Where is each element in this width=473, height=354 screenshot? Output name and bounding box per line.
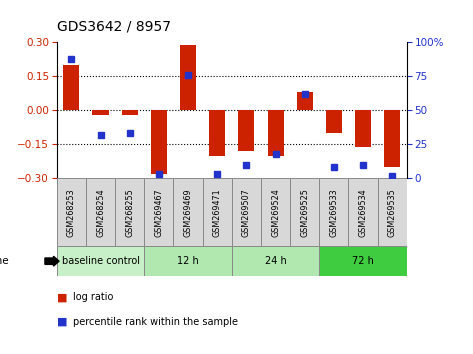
Bar <box>238 110 254 151</box>
Bar <box>180 45 196 110</box>
Text: GDS3642 / 8957: GDS3642 / 8957 <box>57 19 171 34</box>
Text: GSM269533: GSM269533 <box>329 188 338 236</box>
Bar <box>319 246 407 276</box>
Bar <box>115 178 144 246</box>
Text: GSM269467: GSM269467 <box>154 188 163 236</box>
Text: GSM269507: GSM269507 <box>242 188 251 237</box>
Bar <box>355 110 371 147</box>
Bar <box>209 110 225 156</box>
Text: percentile rank within the sample: percentile rank within the sample <box>73 317 238 327</box>
Text: GSM269469: GSM269469 <box>184 188 193 236</box>
Bar <box>261 178 290 246</box>
Text: GSM268254: GSM268254 <box>96 188 105 236</box>
Text: GSM268255: GSM268255 <box>125 188 134 237</box>
Bar <box>93 110 108 115</box>
Text: time: time <box>0 256 9 266</box>
Bar <box>326 110 342 133</box>
Bar <box>349 178 377 246</box>
Text: 24 h: 24 h <box>265 256 286 266</box>
Bar <box>319 178 349 246</box>
Text: baseline control: baseline control <box>61 256 140 266</box>
Bar <box>144 246 232 276</box>
Bar <box>232 178 261 246</box>
Text: GSM269535: GSM269535 <box>388 188 397 237</box>
Bar <box>290 178 319 246</box>
Text: log ratio: log ratio <box>73 292 114 302</box>
Text: 72 h: 72 h <box>352 256 374 266</box>
Text: 12 h: 12 h <box>177 256 199 266</box>
Bar <box>297 92 313 110</box>
Bar <box>144 178 174 246</box>
Text: GSM269525: GSM269525 <box>300 188 309 237</box>
Text: ■: ■ <box>57 292 67 302</box>
Bar <box>57 246 144 276</box>
Bar <box>384 110 400 167</box>
Bar <box>174 178 202 246</box>
Bar <box>202 178 232 246</box>
Bar <box>377 178 407 246</box>
Bar <box>63 65 79 110</box>
Bar <box>86 178 115 246</box>
Text: GSM269524: GSM269524 <box>271 188 280 237</box>
Bar <box>57 178 86 246</box>
Bar <box>232 246 319 276</box>
Bar <box>122 110 138 115</box>
Text: GSM269471: GSM269471 <box>213 188 222 236</box>
Bar <box>151 110 167 174</box>
Text: GSM269534: GSM269534 <box>359 188 368 236</box>
Text: GSM268253: GSM268253 <box>67 188 76 236</box>
Text: ■: ■ <box>57 317 67 327</box>
Bar <box>268 110 283 156</box>
